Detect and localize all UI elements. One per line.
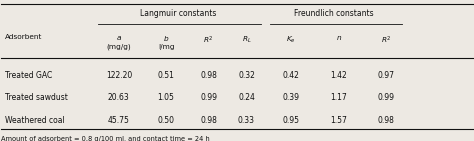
Text: 0.99: 0.99 bbox=[200, 93, 217, 102]
Text: 1.05: 1.05 bbox=[158, 93, 174, 102]
Text: Treated GAC: Treated GAC bbox=[5, 71, 53, 80]
Text: $n$: $n$ bbox=[336, 34, 342, 42]
Text: $R^2$: $R^2$ bbox=[203, 34, 214, 46]
Text: 0.42: 0.42 bbox=[283, 71, 300, 80]
Text: 1.17: 1.17 bbox=[330, 93, 347, 102]
Text: 0.95: 0.95 bbox=[283, 116, 300, 125]
Text: $b$
l/mg: $b$ l/mg bbox=[158, 34, 174, 50]
Text: 0.32: 0.32 bbox=[238, 71, 255, 80]
Text: 1.57: 1.57 bbox=[330, 116, 347, 125]
Text: 20.63: 20.63 bbox=[108, 93, 130, 102]
Text: $K_e$: $K_e$ bbox=[286, 34, 296, 45]
Text: Langmuir constants: Langmuir constants bbox=[140, 9, 216, 18]
Text: $R^2$: $R^2$ bbox=[381, 34, 391, 46]
Text: 0.97: 0.97 bbox=[377, 71, 394, 80]
Text: Treated sawdust: Treated sawdust bbox=[5, 93, 68, 102]
Text: 0.98: 0.98 bbox=[200, 71, 217, 80]
Text: 1.42: 1.42 bbox=[330, 71, 347, 80]
Text: Amount of adsorbent = 0.8 g/100 ml, and contact time = 24 h: Amount of adsorbent = 0.8 g/100 ml, and … bbox=[0, 136, 210, 141]
Text: Freundlich constants: Freundlich constants bbox=[294, 9, 374, 18]
Text: 0.39: 0.39 bbox=[283, 93, 300, 102]
Text: 0.51: 0.51 bbox=[158, 71, 174, 80]
Text: 0.33: 0.33 bbox=[238, 116, 255, 125]
Text: Adsorbent: Adsorbent bbox=[5, 34, 43, 40]
Text: 45.75: 45.75 bbox=[108, 116, 130, 125]
Text: 0.50: 0.50 bbox=[158, 116, 174, 125]
Text: $R_L$: $R_L$ bbox=[242, 34, 251, 45]
Text: 0.99: 0.99 bbox=[377, 93, 394, 102]
Text: 0.98: 0.98 bbox=[377, 116, 394, 125]
Text: 0.98: 0.98 bbox=[200, 116, 217, 125]
Text: Weathered coal: Weathered coal bbox=[5, 116, 65, 125]
Text: $a$
(mg/g): $a$ (mg/g) bbox=[107, 34, 131, 50]
Text: 0.24: 0.24 bbox=[238, 93, 255, 102]
Text: 122.20: 122.20 bbox=[106, 71, 132, 80]
